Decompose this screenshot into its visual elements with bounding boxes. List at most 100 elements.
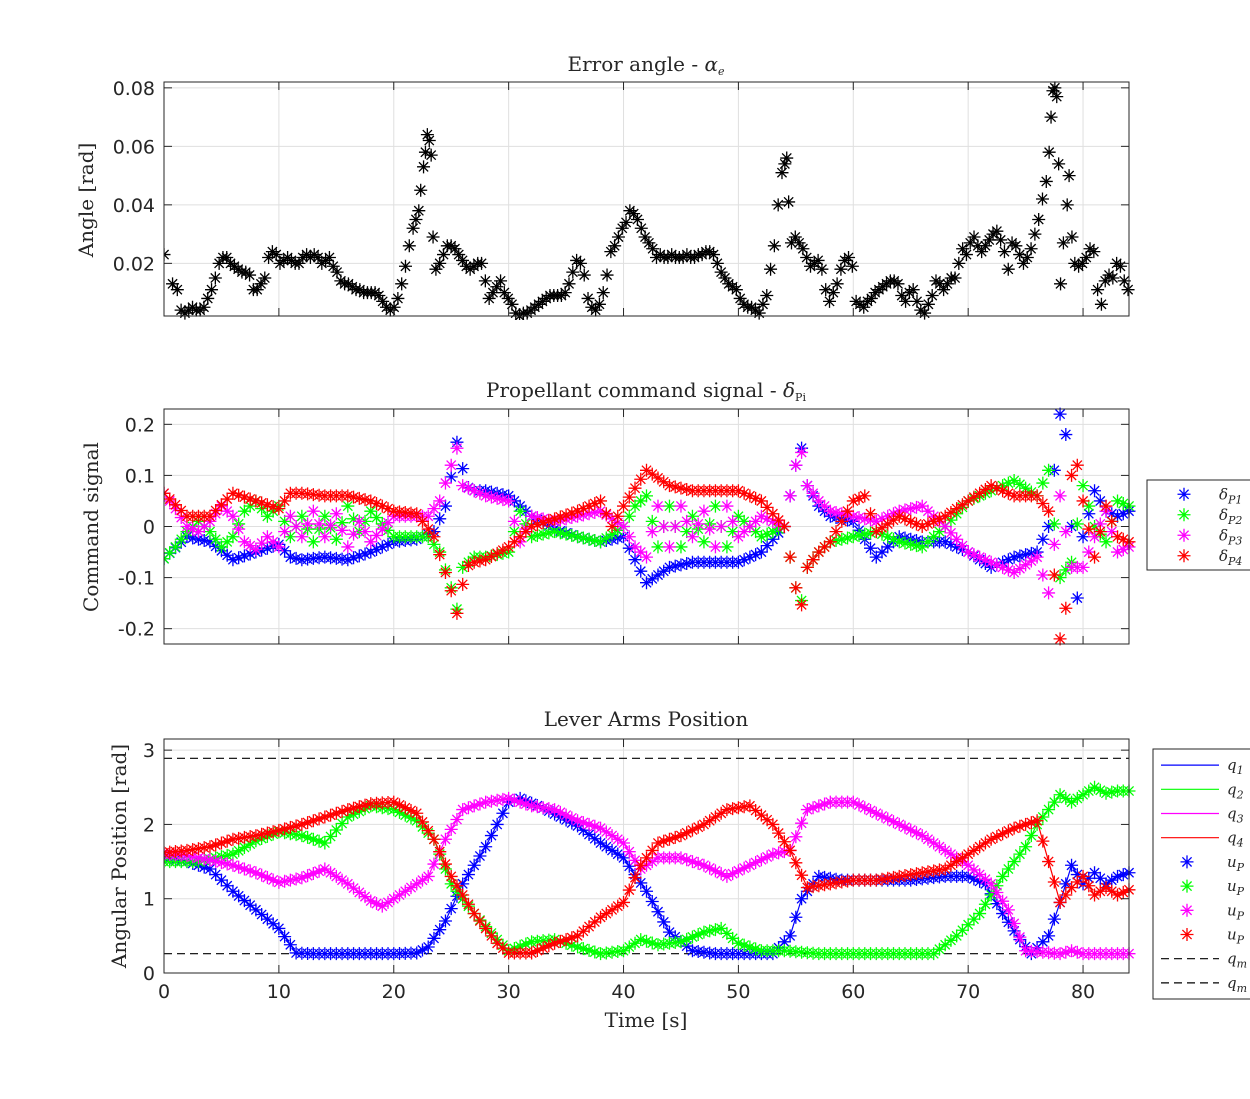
u-p1-point	[479, 840, 493, 854]
u-p4-point	[955, 851, 969, 865]
command-signal-point	[174, 504, 188, 518]
command-signal-point	[668, 480, 682, 494]
command-signal-point	[341, 553, 355, 567]
u-p2-point	[1024, 829, 1038, 843]
u-p1-point	[691, 944, 705, 958]
lever-arms-legend: q1 q2 q3 q4 uP uP uP uP qm qm	[1152, 748, 1250, 1000]
u-p2-point	[617, 944, 631, 958]
u-p4-point	[806, 880, 820, 894]
command-signal-point	[674, 481, 688, 495]
legend-label: uP	[1227, 901, 1245, 922]
u-p4-point	[674, 829, 688, 843]
command-signal-point	[1001, 486, 1015, 500]
y-tick-label: 0.2	[125, 414, 155, 436]
error-angle-point	[611, 230, 625, 244]
error-angle-point	[630, 212, 644, 226]
command-signal-point	[1007, 474, 1021, 488]
command-signal-point	[1013, 549, 1027, 563]
command-signal-point	[617, 499, 631, 513]
u-p2-point	[703, 924, 717, 938]
u-p3-point	[266, 873, 280, 887]
error-angle-point	[418, 145, 432, 159]
u-p3-point	[921, 832, 935, 846]
error-angle-point	[800, 251, 814, 264]
error-angle-point	[756, 297, 770, 311]
command-signal-point	[760, 500, 774, 514]
command-signal-point	[1099, 499, 1113, 513]
command-signal-point	[438, 499, 452, 513]
error-angle-point	[956, 242, 970, 256]
error-angle-point	[891, 277, 905, 291]
u-p3-point	[915, 829, 929, 843]
error-angle-point	[1113, 259, 1127, 273]
u-p3-point	[404, 881, 418, 895]
command-signal-point	[881, 530, 895, 544]
u-p1-point	[203, 862, 217, 876]
error-angle-point	[642, 236, 656, 250]
u-p3-point	[502, 791, 516, 805]
command-signal-point	[243, 547, 257, 561]
command-signal-point	[754, 545, 768, 559]
command-signal-point	[944, 526, 958, 540]
u-p2-point	[950, 929, 964, 943]
u-p1-point	[1093, 871, 1107, 885]
u-p4-point	[559, 933, 573, 947]
command-signal-point	[783, 489, 797, 503]
command-signal-point	[335, 523, 349, 537]
command-signal-ylabel: Command signal	[79, 442, 103, 612]
command-signal-point	[1007, 550, 1021, 564]
u-p4-point	[1116, 885, 1130, 899]
command-signal-point	[502, 540, 516, 554]
error-angle-point	[254, 277, 268, 291]
command-signal-point	[881, 509, 895, 523]
u-p4-point	[306, 814, 320, 828]
x-tick-label: 70	[956, 981, 980, 1003]
u-p1-point	[789, 910, 803, 924]
command-signal-point	[306, 504, 320, 518]
command-signal-point	[272, 502, 286, 516]
u-p3-point	[605, 829, 619, 843]
error-angle-point	[707, 248, 721, 262]
command-signal-point	[381, 523, 395, 537]
command-signal-point	[708, 540, 722, 554]
u-p4-point	[812, 879, 826, 893]
u-p4-point	[289, 819, 303, 833]
error-angle-point	[1056, 236, 1070, 250]
command-signal-point	[197, 534, 211, 548]
u-p1-point	[1076, 877, 1090, 891]
u-p2-point	[387, 803, 401, 817]
u-p3-point	[358, 890, 372, 904]
command-signal-point	[588, 534, 602, 548]
command-signal-point	[427, 530, 441, 544]
u-p4-point	[634, 858, 648, 872]
u-p4-point	[1019, 817, 1033, 831]
command-signal-point	[731, 555, 745, 569]
x-tick-label: 50	[726, 981, 750, 1003]
command-signal-point	[927, 530, 941, 544]
command-signal-point	[203, 509, 217, 523]
error-angle-point	[387, 300, 401, 314]
command-signal-point	[875, 512, 889, 526]
u-p4-point	[536, 941, 550, 955]
command-signal-point	[875, 545, 889, 559]
u-p3-point	[220, 857, 234, 871]
command-signal-point	[203, 535, 217, 549]
error-angle-point	[1024, 242, 1038, 256]
command-signal-point	[1116, 507, 1130, 521]
command-signal-point	[191, 532, 205, 546]
command-signal-point	[594, 535, 608, 549]
command-signal-point	[967, 548, 981, 562]
command-signal-point	[1076, 479, 1090, 493]
command-signal-point	[1001, 563, 1015, 577]
command-signal-point	[530, 511, 544, 525]
command-signal-point	[892, 509, 906, 523]
command-signal-point	[329, 507, 343, 521]
u-p1-point	[410, 946, 424, 960]
u-p4-point	[909, 867, 923, 881]
command-signal-point	[668, 559, 682, 573]
u-p3-point	[197, 852, 211, 866]
u-p1-point	[818, 870, 832, 884]
error-angle-point	[994, 233, 1008, 247]
u-p3-point	[617, 836, 631, 850]
u-p1-point	[214, 873, 228, 887]
